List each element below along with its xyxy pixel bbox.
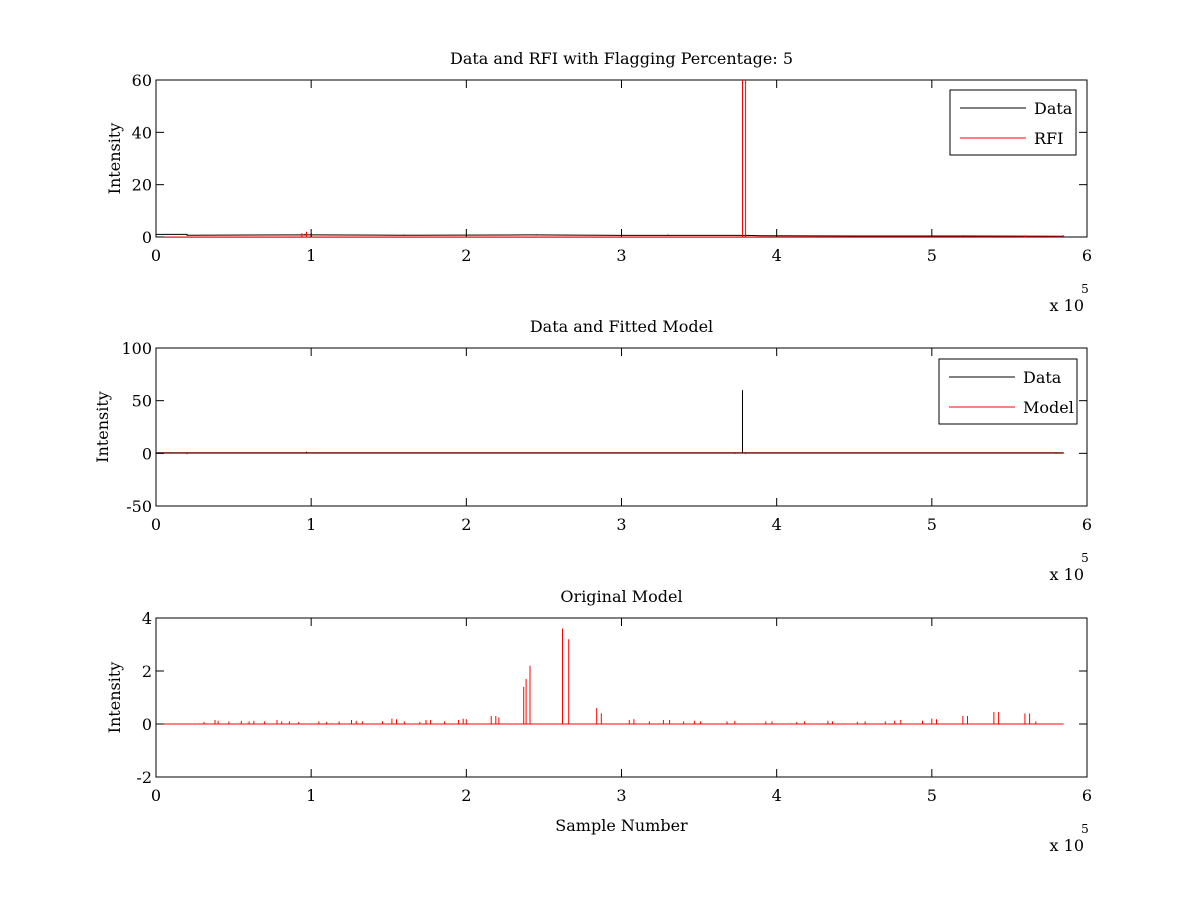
x-tick-label: 5 [927,515,937,534]
x-tick-label: 1 [306,515,316,534]
legend-label-rfi: RFI [1034,129,1063,148]
data-layer [156,628,1064,725]
y-tick-label: 0 [142,715,152,734]
y-tick-label: 60 [132,71,152,90]
x-multiplier-exponent: 5 [1081,551,1089,565]
x-multiplier-base: x 10 [1050,565,1084,584]
x-multiplier-base: x 10 [1050,836,1084,855]
x-tick-label: 0 [151,786,161,805]
x-tick-label: 1 [306,786,316,805]
y-tick-label: 50 [132,392,152,411]
legend-label-data: Data [1023,368,1062,387]
y-tick-label: -2 [136,768,152,787]
x-tick-label: 2 [461,246,471,265]
y-tick-label: 100 [121,339,152,358]
chart-title: Original Model [560,587,682,606]
y-tick-label: 2 [142,662,152,681]
x-tick-label: 5 [927,246,937,265]
legend: Data RFI [949,89,1077,156]
y-tick-label: 40 [132,123,152,142]
y-tick-label: 0 [142,228,152,247]
legend-label-model: Model [1023,398,1074,417]
data-layer [156,390,1064,455]
plot-area [155,79,1088,238]
plot-area [155,617,1088,778]
x-tick-label: 6 [1082,246,1092,265]
chart-title: Data and RFI with Flagging Percentage: 5 [450,49,793,68]
legend-box [949,89,1077,156]
x-tick-label: 4 [772,786,782,805]
x-tick-label: 0 [151,515,161,534]
x-tick-label: 0 [151,246,161,265]
x-tick-label: 6 [1082,786,1092,805]
x-tick-label: 2 [461,515,471,534]
y-axis-label: Intensity [105,662,124,734]
x-tick-label: 6 [1082,515,1092,534]
y-axis-label: Intensity [93,391,112,463]
legend-label-data: Data [1034,99,1073,118]
y-tick-label: 20 [132,176,152,195]
x-tick-label: 5 [927,786,937,805]
legend-box [938,358,1078,425]
chart-title: Data and Fitted Model [530,317,713,336]
y-tick-label: 4 [142,609,152,628]
plot-area [155,347,1088,507]
x-multiplier-exponent: 5 [1081,282,1089,296]
x-multiplier-exponent: 5 [1081,822,1089,836]
x-tick-label: 3 [616,246,626,265]
x-tick-label: 3 [616,786,626,805]
legend: Data Model [938,358,1078,425]
y-axis-label: Intensity [105,123,124,195]
x-tick-label: 2 [461,786,471,805]
x-tick-label: 3 [616,515,626,534]
x-tick-label: 4 [772,515,782,534]
x-axis-label: Sample Number [555,816,688,835]
x-tick-label: 1 [306,246,316,265]
x-multiplier-base: x 10 [1050,296,1084,315]
y-tick-label: -50 [126,497,152,516]
y-tick-label: 0 [142,444,152,463]
x-tick-label: 4 [772,246,782,265]
